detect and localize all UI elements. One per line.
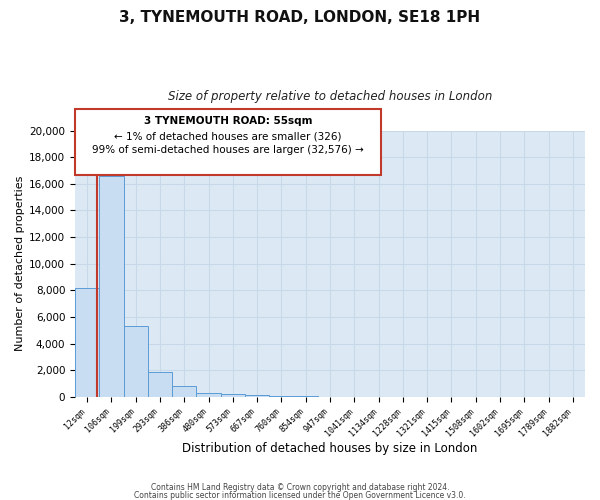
Bar [245,395,269,397]
Text: 3 TYNEMOUTH ROAD: 55sqm: 3 TYNEMOUTH ROAD: 55sqm [144,116,312,126]
Text: Contains public sector information licensed under the Open Government Licence v3: Contains public sector information licen… [134,491,466,500]
Bar [196,393,221,397]
Title: Size of property relative to detached houses in London: Size of property relative to detached ho… [168,90,492,103]
Bar [124,326,148,397]
Text: 99% of semi-detached houses are larger (32,576) →: 99% of semi-detached houses are larger (… [92,145,364,155]
FancyBboxPatch shape [75,109,381,174]
Y-axis label: Number of detached properties: Number of detached properties [15,176,25,352]
X-axis label: Distribution of detached houses by size in London: Distribution of detached houses by size … [182,442,478,455]
Bar [75,288,99,397]
Text: ← 1% of detached houses are smaller (326): ← 1% of detached houses are smaller (326… [114,132,342,142]
Bar [172,386,196,397]
Bar [148,372,172,397]
Bar [293,396,318,397]
Bar [99,176,124,397]
Text: 3, TYNEMOUTH ROAD, LONDON, SE18 1PH: 3, TYNEMOUTH ROAD, LONDON, SE18 1PH [119,10,481,25]
Text: Contains HM Land Registry data © Crown copyright and database right 2024.: Contains HM Land Registry data © Crown c… [151,484,449,492]
Bar [269,396,293,397]
Bar [221,394,245,397]
